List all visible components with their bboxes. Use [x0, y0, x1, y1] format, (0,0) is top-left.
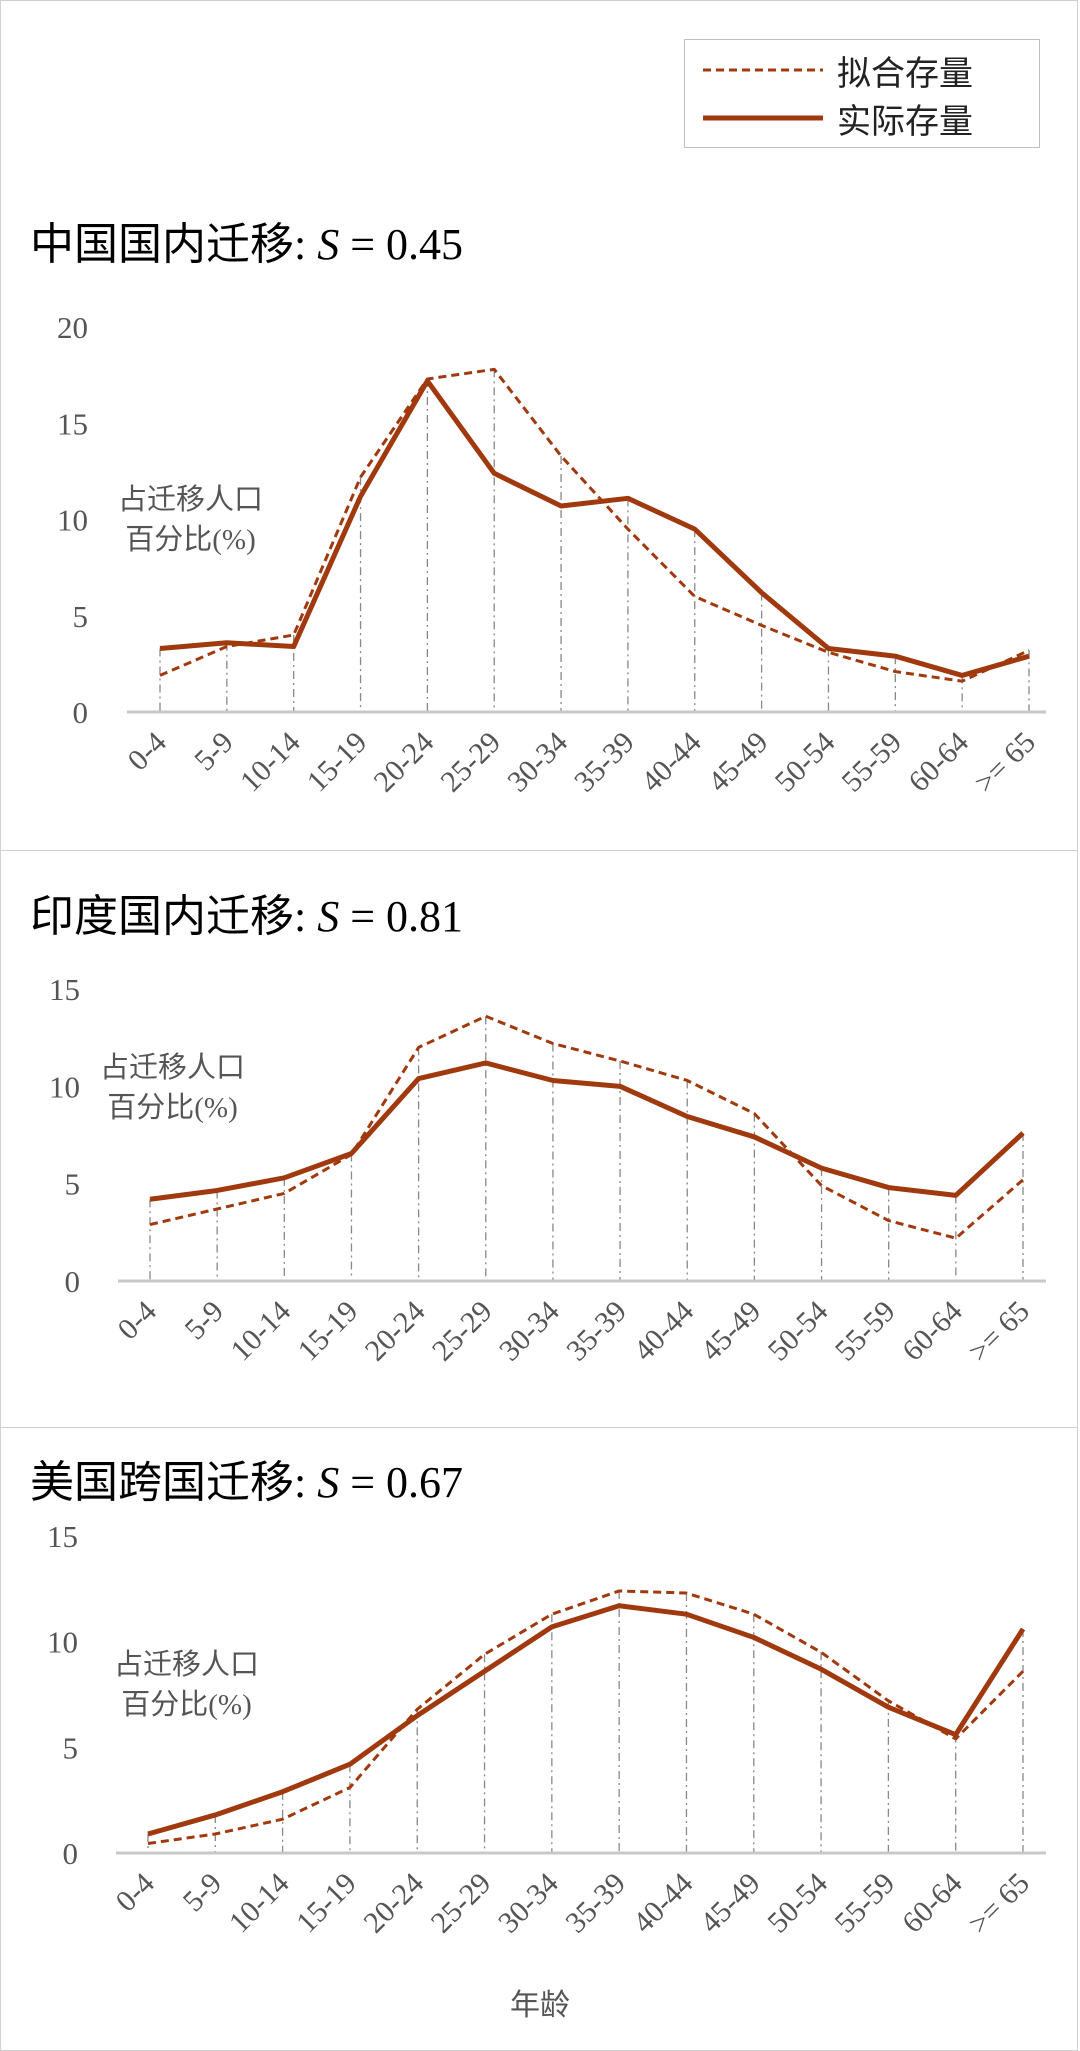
y-tick-label: 5	[65, 1167, 81, 1202]
x-tick-label: 50-54	[769, 726, 842, 799]
x-tick-label: 40-44	[627, 1295, 700, 1368]
x-tick-label: 55-59	[835, 726, 908, 799]
legend: 拟合存量 实际存量	[684, 39, 1040, 148]
y-tick-label: 5	[63, 1730, 79, 1765]
x-tick-label: 25-29	[425, 1867, 498, 1940]
x-tick-label: 5-9	[178, 1295, 230, 1347]
legend-label-actual: 实际存量	[837, 103, 973, 141]
x-tick-label: 20-24	[357, 1867, 430, 1940]
ylabel-line1: 占迁移人口	[114, 1649, 260, 1681]
x-tick-label: 20-24	[359, 1295, 432, 1368]
ylabel-line1: 占迁移人口	[100, 1052, 246, 1084]
y-axis-label-china: 占迁移人口百分比(%)	[118, 480, 263, 560]
chart-title-usa: 美国跨国迁移: S = 0.67	[30, 1460, 463, 1506]
x-tick-label: 15-19	[290, 1867, 363, 1940]
x-tick-label: 45-49	[694, 1867, 767, 1940]
x-tick-label: 60-64	[896, 1295, 969, 1368]
ylabel-line2: 百分比(%)	[121, 1689, 252, 1721]
title-prefix: 美国跨国迁移:	[30, 1458, 318, 1507]
x-tick-label: 60-64	[902, 726, 975, 799]
y-tick-label: 0	[63, 1836, 79, 1871]
x-tick-label: 60-64	[896, 1867, 969, 1940]
y-tick-label: 10	[47, 1625, 78, 1660]
y-tick-label: 5	[73, 599, 89, 634]
x-tick-label: 5-9	[188, 726, 240, 778]
solid-line-swatch	[703, 115, 823, 121]
x-tick-label: 15-19	[292, 1295, 365, 1368]
x-tick-label: 55-59	[829, 1867, 902, 1940]
x-tick-label: >= 65	[962, 1295, 1036, 1369]
chart-title-india: 印度国内迁移: S = 0.81	[30, 894, 463, 940]
x-tick-label: >= 65	[962, 1867, 1036, 1941]
y-tick-label: 10	[57, 503, 88, 538]
actual-series-line	[147, 1603, 1026, 1837]
x-tick-label: 30-34	[493, 1295, 566, 1368]
title-value: = 0.81	[339, 892, 464, 941]
x-tick-label: 0-4	[109, 1867, 161, 1919]
legend-item-fitted: 拟合存量	[703, 50, 973, 93]
x-tick-label: >= 65	[968, 726, 1042, 800]
chart-title-china: 中国国内迁移: S = 0.45	[30, 222, 463, 268]
y-tick-label: 20	[57, 310, 88, 345]
x-tick-label: 10-14	[224, 1295, 297, 1368]
x-tick-label: 50-54	[761, 1867, 834, 1940]
title-variable: S	[317, 1458, 340, 1507]
x-tick-label: 35-39	[568, 726, 641, 799]
ylabel-line2: 百分比(%)	[125, 524, 256, 556]
y-tick-label: 0	[65, 1264, 81, 1299]
x-tick-label: 25-29	[434, 726, 507, 799]
actual-series-line	[149, 1060, 1025, 1202]
ylabel-line2: 百分比(%)	[107, 1092, 238, 1124]
fitted-series-line	[147, 1589, 1025, 1845]
title-prefix: 中国国内迁移:	[30, 220, 318, 269]
legend-label-fitted: 拟合存量	[837, 55, 973, 93]
x-tick-label: 5-9	[177, 1867, 229, 1919]
x-tick-label: 40-44	[627, 1867, 700, 1940]
y-axis-label-india: 占迁移人口百分比(%)	[100, 1048, 245, 1128]
dashed-line-swatch	[703, 68, 823, 72]
title-value: = 0.45	[339, 220, 464, 269]
x-axis-label: 年龄	[510, 1989, 570, 2022]
y-tick-label: 15	[47, 1519, 78, 1554]
fitted-series-line	[159, 367, 1030, 683]
x-tick-label: 30-34	[492, 1867, 565, 1940]
x-tick-label: 55-59	[829, 1295, 902, 1368]
title-value: = 0.67	[339, 1458, 464, 1507]
x-tick-label: 10-14	[234, 726, 307, 799]
x-tick-label: 35-39	[559, 1867, 632, 1940]
x-tick-label: 45-49	[702, 726, 775, 799]
x-tick-label: 45-49	[695, 1295, 768, 1368]
y-tick-label: 0	[73, 695, 89, 730]
x-tick-label: 30-34	[501, 726, 574, 799]
x-tick-label: 40-44	[635, 726, 708, 799]
x-tick-label: 50-54	[762, 1295, 835, 1368]
ylabel-line1: 占迁移人口	[118, 484, 264, 516]
title-variable: S	[317, 220, 340, 269]
title-prefix: 印度国内迁移:	[30, 892, 318, 941]
x-tick-label: 15-19	[301, 726, 374, 799]
actual-series-line	[159, 378, 1030, 678]
x-tick-label: 20-24	[368, 726, 441, 799]
x-tick-label: 0-4	[111, 1295, 163, 1347]
title-variable: S	[317, 892, 340, 941]
y-tick-label: 10	[49, 1069, 80, 1104]
fitted-series-line	[149, 1014, 1024, 1240]
y-axis-label-usa: 占迁移人口百分比(%)	[114, 1645, 259, 1725]
legend-item-actual: 实际存量	[703, 98, 973, 141]
x-tick-label: 35-39	[560, 1295, 633, 1368]
y-tick-label: 15	[49, 972, 80, 1007]
x-tick-label: 0-4	[121, 726, 173, 778]
y-tick-label: 15	[57, 406, 88, 441]
x-tick-label: 10-14	[223, 1867, 296, 1940]
x-tick-label: 25-29	[426, 1295, 499, 1368]
